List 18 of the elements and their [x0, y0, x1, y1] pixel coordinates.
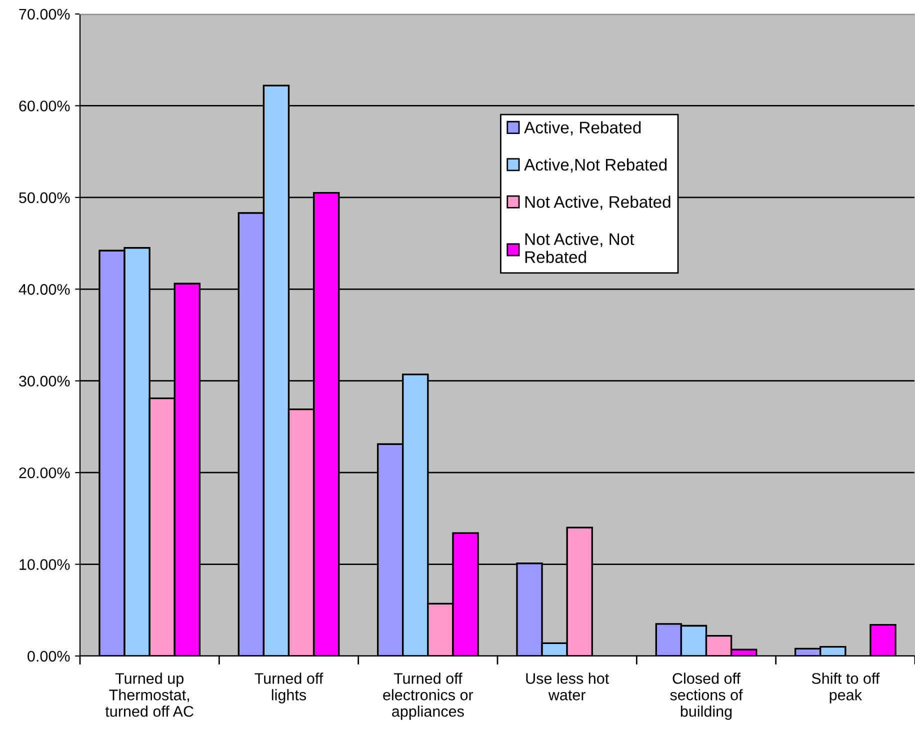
x-tick-label: Shift to off peak	[812, 672, 880, 704]
x-tick-label: Use less hot water	[526, 672, 610, 700]
y-tick-label: 10.00%	[20, 559, 70, 570]
x-tick-label: Turned off electronics or appliances	[383, 672, 474, 720]
y-tick-label: 40.00%	[18, 284, 70, 295]
y-tick-label: 0.00%	[28, 650, 70, 662]
x-tick-label: Closed off sections of building	[670, 672, 743, 720]
y-tick-label: 20.00%	[19, 467, 70, 478]
legend-label: Not Active, Not Rebated	[525, 232, 634, 264]
legend-label: Active, Rebated	[524, 121, 641, 136]
x-tick-label: Turned up Thermostat, turned off AC	[105, 672, 194, 717]
legend-label: Not Active, Rebated	[525, 196, 670, 210]
x-tick-label: Turned off lights	[254, 672, 324, 704]
y-tick-label: 50.00%	[19, 192, 70, 204]
y-tick-label: 70.00%	[19, 8, 70, 20]
y-tick-label: 60.00%	[19, 100, 70, 112]
y-tick-label: 30.00%	[19, 376, 70, 387]
legend-label: Active,Not Rebated	[524, 158, 667, 173]
